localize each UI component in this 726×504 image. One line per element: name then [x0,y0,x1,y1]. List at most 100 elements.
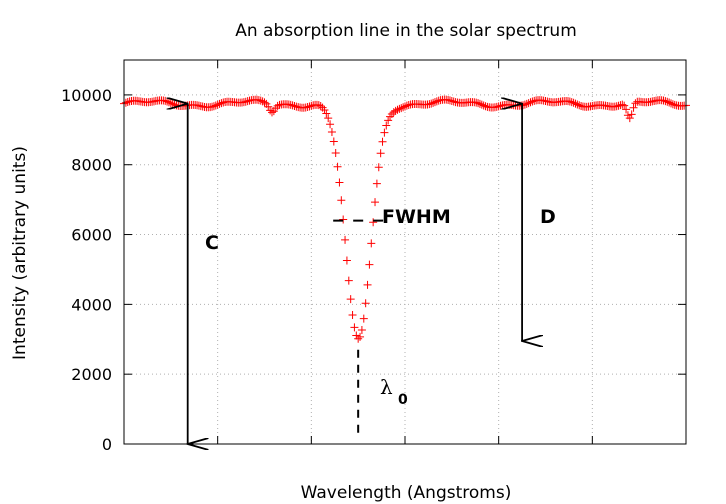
data-point [395,104,404,113]
data-point [357,326,366,335]
data-point [121,98,130,107]
grid-lines [124,60,686,444]
data-point [612,102,621,111]
data-point [350,323,359,332]
y-tick-label: 10000 [61,86,112,105]
data-point [286,100,295,109]
data-point [371,198,380,207]
y-tick-labels: 0 2000 4000 6000 8000 10000 [61,86,112,454]
data-point [342,256,351,265]
data-point [241,97,250,106]
data-point [292,102,301,111]
data-point [215,99,224,108]
data-point [569,98,578,107]
data-point [429,98,438,107]
data-point [329,137,338,146]
data-point [565,97,574,106]
data-point [344,276,353,285]
data-point [348,311,357,320]
data-point [335,178,344,187]
data-point [401,102,409,111]
data-point [264,102,273,111]
data-point [474,99,483,108]
data-point [324,114,333,123]
data-point [380,128,389,137]
data-point [316,102,325,111]
data-point [399,103,408,112]
data-point [445,96,454,105]
data-point [217,99,226,108]
data-point [260,98,269,107]
y-tick-label: 8000 [71,156,112,175]
data-point [341,235,350,244]
data-point [475,99,484,108]
data-point [479,101,488,110]
fwhm-label: FWHM [382,206,451,228]
chart-title: An absorption line in the solar spectrum [235,21,577,41]
data-point [273,101,282,110]
data-point [661,97,670,106]
data-point [337,196,346,205]
data-point [307,101,316,110]
y-tick-label: 4000 [71,295,112,314]
data-point [519,101,528,110]
data-point [631,99,640,108]
plot-frame [123,59,687,445]
data-point [629,103,638,112]
d-label: D [540,206,556,228]
data-point [430,98,439,107]
lambda-symbol: λ [380,375,393,399]
lambda-subscript: 0 [398,392,408,408]
data-point [449,97,458,106]
data-point [575,101,584,110]
data-point [481,102,490,111]
y-axis-label: Intensity (arbitrary units) [10,146,30,360]
data-point [326,120,335,129]
data-point [320,106,329,115]
data-point [256,96,265,105]
data-point [567,98,576,107]
data-point [267,108,276,117]
data-point [659,96,668,105]
data-point [254,96,263,105]
data-point [625,114,634,123]
data-point [213,100,222,109]
data-point [620,101,629,110]
data-point [322,109,331,118]
data-point [665,98,674,107]
data-point [384,116,393,125]
data-point [402,101,411,110]
data-point [161,96,170,105]
data-point [667,99,676,108]
data-point [376,149,385,158]
data-point [622,105,631,114]
data-point [393,105,402,114]
data-point [372,179,381,188]
annotations [188,104,522,444]
data-point [404,101,413,110]
data-point [290,102,299,111]
data-point [209,102,218,111]
data-point [524,99,533,108]
data-point [361,299,370,308]
data-point [354,334,363,343]
data-point [668,100,677,109]
data-point [303,103,312,112]
data-point [427,99,436,108]
y-tick-label: 2000 [71,365,112,384]
data-point [123,98,132,107]
data-point [352,331,361,340]
data-point [359,314,368,323]
data-point [365,260,374,269]
data-point [494,102,503,111]
data-point [356,332,365,341]
data-point [382,121,391,130]
axis-ticks [124,60,686,445]
data-point [288,101,297,110]
data-point [573,100,582,109]
data-point [571,99,580,108]
data-point [432,97,441,106]
data-point [331,149,340,158]
data-point [627,110,636,119]
